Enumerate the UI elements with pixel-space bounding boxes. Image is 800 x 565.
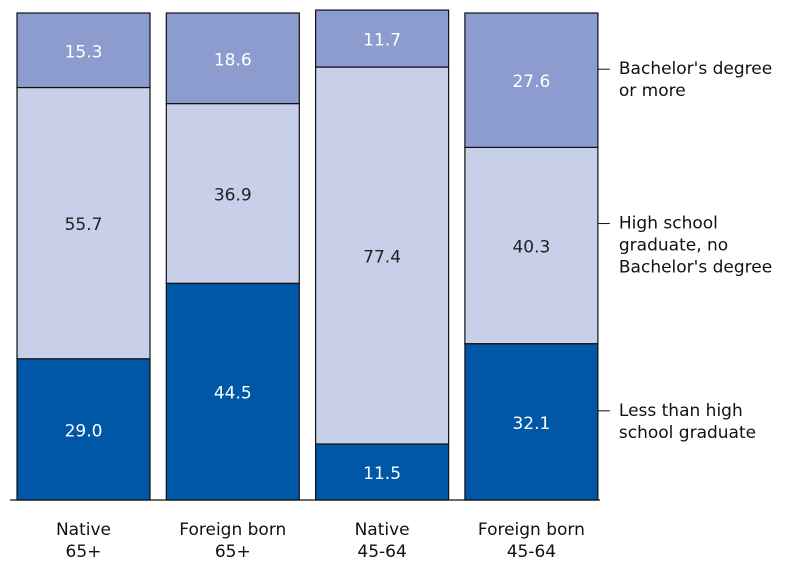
x-tick-label: Foreign born 65+ (179, 520, 286, 562)
legend-label: High school graduate, no Bachelor's degree (619, 214, 772, 278)
x-tick-label: Native 65+ (56, 520, 111, 562)
x-tick-label: Native 45-64 (355, 520, 410, 562)
bar-segment (464, 12, 599, 149)
bar-segment (16, 86, 151, 360)
value-label: 27.6 (512, 72, 550, 92)
bar-segment (165, 102, 300, 284)
value-label: 55.7 (65, 215, 103, 235)
value-label: 36.9 (214, 185, 252, 205)
bar-segment (165, 12, 300, 105)
value-label: 77.4 (363, 248, 401, 268)
bar-segment (464, 343, 599, 501)
bar-segment (16, 12, 151, 89)
value-label: 15.3 (65, 42, 103, 62)
legend-label: Bachelor's degree or more (619, 59, 772, 101)
bar-segment (315, 66, 450, 445)
value-label: 32.1 (512, 414, 550, 434)
value-label: 44.5 (214, 384, 252, 404)
value-label: 11.5 (363, 464, 401, 484)
bar-segment (16, 358, 151, 501)
x-tick-label: Foreign born 45-64 (478, 520, 585, 562)
value-label: 18.6 (214, 50, 252, 70)
bar-segment (315, 9, 450, 68)
bar-segment (165, 282, 300, 501)
legend-label: Less than high school graduate (619, 401, 756, 443)
value-label: 11.7 (363, 31, 401, 51)
value-label: 29.0 (65, 421, 103, 441)
bar-segment (464, 146, 599, 345)
value-label: 40.3 (512, 238, 550, 258)
